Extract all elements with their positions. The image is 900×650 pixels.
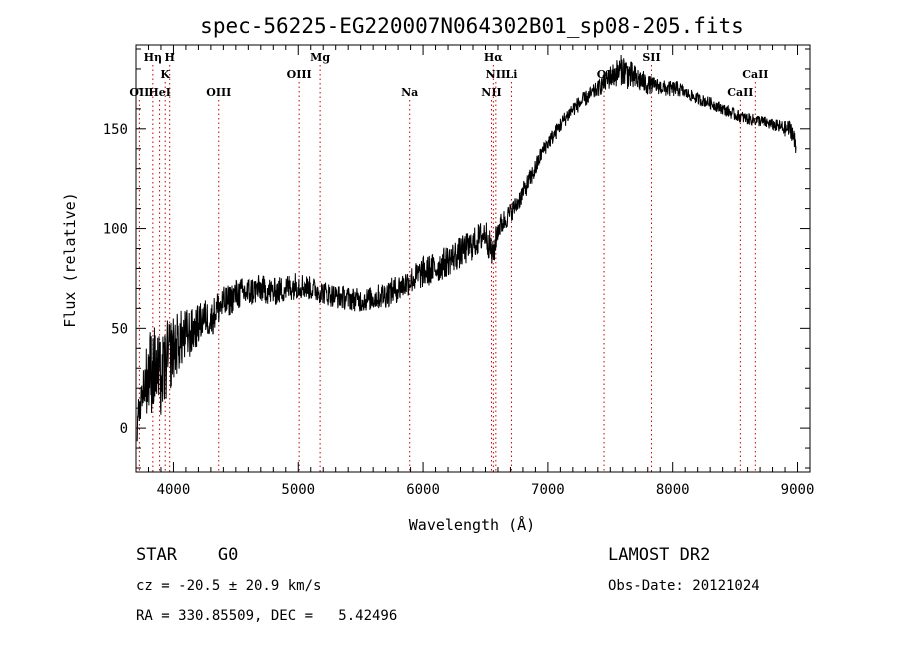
survey-name: LAMOST DR2 (608, 545, 710, 565)
y-axis-label: Flux (relative) (61, 192, 79, 327)
x-tick-label: 7000 (531, 482, 565, 498)
object-class: STAR G0 (136, 545, 238, 565)
line-marker-label: Hα (484, 51, 503, 64)
line-marker-label: OIII (287, 68, 312, 81)
chart-title: spec-56225-EG220007N064302B01_sp08-205.f… (200, 14, 744, 38)
x-axis-label: Wavelength (Å) (409, 515, 535, 534)
line-marker-label: OII (129, 86, 149, 99)
axes: 4000 5000 6000 7000 8000 9000 0 50 100 150 (103, 44, 815, 498)
observation-date: Obs-Date: 20121024 (608, 578, 760, 594)
line-marker-label: NII (481, 86, 501, 99)
line-marker-label: Li (505, 68, 517, 81)
x-tick-label: 9000 (781, 482, 815, 498)
line-marker-label: CaII (742, 68, 768, 81)
plot-frame (135, 44, 811, 473)
line-marker-label: K (160, 68, 170, 81)
x-tick-label: 8000 (656, 482, 690, 498)
line-marker-label: NII (486, 68, 506, 81)
line-marker-label: Na (401, 86, 418, 99)
spectrum-line (136, 54, 797, 442)
y-tick-label: 0 (120, 421, 128, 437)
line-marker-label: HeI (148, 86, 171, 99)
y-tick-label: 50 (111, 321, 128, 337)
x-tick-label: 5000 (281, 482, 315, 498)
line-marker-label: Mg (310, 51, 330, 64)
x-tick-label: 4000 (157, 482, 191, 498)
x-tick-label: 6000 (406, 482, 440, 498)
line-marker-label: CaII (727, 86, 753, 99)
line-marker-label: Hη (144, 51, 162, 64)
y-tick-label: 100 (103, 222, 128, 238)
redshift-line: cz = -20.5 ± 20.9 km/s (136, 578, 321, 594)
line-marker-label: SII (642, 51, 660, 64)
line-marker-label: H (164, 51, 174, 64)
line-marker-label: OIII (206, 86, 231, 99)
coordinates-line: RA = 330.85509, DEC = 5.42496 (136, 608, 397, 624)
y-tick-label: 150 (103, 122, 128, 138)
